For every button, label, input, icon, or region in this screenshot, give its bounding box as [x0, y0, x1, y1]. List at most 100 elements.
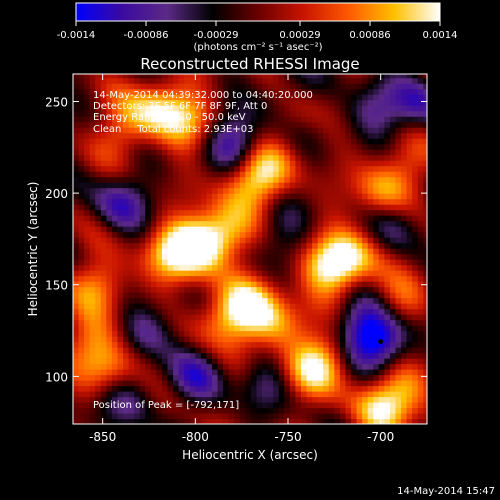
heatmap-cell: [178, 396, 185, 403]
heatmap-cell: [395, 220, 402, 227]
heatmap-cell: [256, 308, 263, 315]
heatmap-cell: [139, 292, 146, 299]
heatmap-cell: [423, 165, 427, 172]
heatmap-cell: [389, 121, 397, 128]
heatmap-cell: [412, 369, 419, 376]
heatmap-cell: [300, 347, 308, 354]
heatmap-cell: [262, 363, 269, 370]
heatmap-cell: [145, 297, 152, 304]
clean-counts-text: Clean Total counts: 2.93E+03: [93, 124, 253, 135]
heatmap-cell: [167, 198, 174, 205]
heatmap-cell: [228, 407, 235, 414]
heatmap-cell: [395, 358, 402, 365]
heatmap-cell: [173, 127, 180, 134]
heatmap-cell: [189, 138, 196, 145]
heatmap-cell: [256, 297, 263, 304]
heatmap-cell: [412, 275, 419, 282]
heatmap-cell: [278, 187, 285, 194]
heatmap-cell: [312, 237, 319, 244]
heatmap-cell: [95, 374, 102, 381]
heatmap-cell: [189, 198, 196, 205]
heatmap-cell: [106, 259, 113, 266]
heatmap-cell: [328, 418, 335, 424]
heatmap-cell: [189, 336, 196, 343]
heatmap-cell: [423, 264, 427, 271]
heatmap-cell: [312, 248, 319, 255]
heatmap-cell: [167, 380, 174, 387]
heatmap-cell: [145, 121, 152, 128]
heatmap-cell: [95, 336, 102, 343]
heatmap-cell: [362, 391, 369, 398]
heatmap-cell: [78, 413, 85, 420]
heatmap-cell: [356, 74, 363, 79]
heatmap-cell: [123, 275, 130, 282]
heatmap-cell: [250, 275, 258, 282]
heatmap-cell: [351, 121, 358, 128]
heatmap-cell: [156, 413, 163, 420]
heatmap-cell: [250, 358, 258, 365]
heatmap-cell: [117, 74, 124, 79]
heatmap-cell: [184, 116, 191, 123]
heatmap-cell: [317, 292, 324, 299]
heatmap-cell: [417, 413, 424, 420]
heatmap-cell: [389, 286, 397, 293]
heatmap-cell: [100, 226, 107, 233]
heatmap-cell: [256, 193, 263, 200]
heatmap-cell: [273, 198, 280, 205]
heatmap-cell: [106, 187, 113, 194]
heatmap-cell: [389, 374, 397, 381]
heatmap-cell: [106, 198, 113, 205]
heatmap-cell: [289, 160, 297, 167]
heatmap-cell: [217, 264, 224, 271]
heatmap-cell: [145, 281, 152, 288]
heatmap-cell: [334, 231, 341, 238]
heatmap-cell: [189, 330, 196, 337]
heatmap-cell: [73, 308, 80, 315]
heatmap-cell: [239, 259, 246, 266]
heatmap-cell: [111, 182, 119, 189]
heatmap-cell: [150, 270, 157, 277]
heatmap-cell: [362, 314, 369, 321]
heatmap-cell: [206, 325, 213, 332]
heatmap-cell: [195, 193, 202, 200]
heatmap-cell: [362, 116, 369, 123]
heatmap-cell: [367, 286, 374, 293]
heatmap-cell: [412, 325, 419, 332]
heatmap-cell: [78, 391, 85, 398]
heatmap-cell: [262, 391, 269, 398]
heatmap-cell: [184, 374, 191, 381]
heatmap-cell: [373, 341, 380, 348]
heatmap-cell: [223, 402, 230, 409]
heatmap-cell: [156, 352, 163, 359]
heatmap-cell: [289, 319, 297, 326]
heatmap-cell: [134, 292, 141, 299]
heatmap-cell: [401, 264, 408, 271]
heatmap-cell: [111, 286, 119, 293]
heatmap-cell: [356, 209, 363, 216]
heatmap-cell: [267, 165, 274, 172]
heatmap-cell: [317, 407, 324, 414]
heatmap-cell: [184, 292, 191, 299]
heatmap-cell: [345, 319, 352, 326]
heatmap-cell: [212, 127, 219, 134]
heatmap-cell: [134, 319, 141, 326]
heatmap-cell: [234, 297, 241, 304]
heatmap-cell: [384, 402, 391, 409]
heatmap-cell: [345, 198, 352, 205]
heatmap-cell: [111, 396, 119, 403]
heatmap-cell: [239, 160, 246, 167]
heatmap-cell: [384, 248, 391, 255]
heatmap-cell: [256, 270, 263, 277]
heatmap-cell: [417, 74, 424, 79]
heatmap-cell: [128, 226, 135, 233]
heatmap-cell: [373, 242, 380, 249]
heatmap-cell: [284, 303, 291, 310]
heatmap-cell: [328, 226, 335, 233]
heatmap-cell: [106, 193, 113, 200]
heatmap-cell: [150, 297, 157, 304]
heatmap-cell: [95, 193, 102, 200]
heatmap-cell: [267, 182, 274, 189]
heatmap-cell: [123, 154, 130, 161]
heatmap-cell: [206, 396, 213, 403]
heatmap-cell: [100, 143, 107, 150]
